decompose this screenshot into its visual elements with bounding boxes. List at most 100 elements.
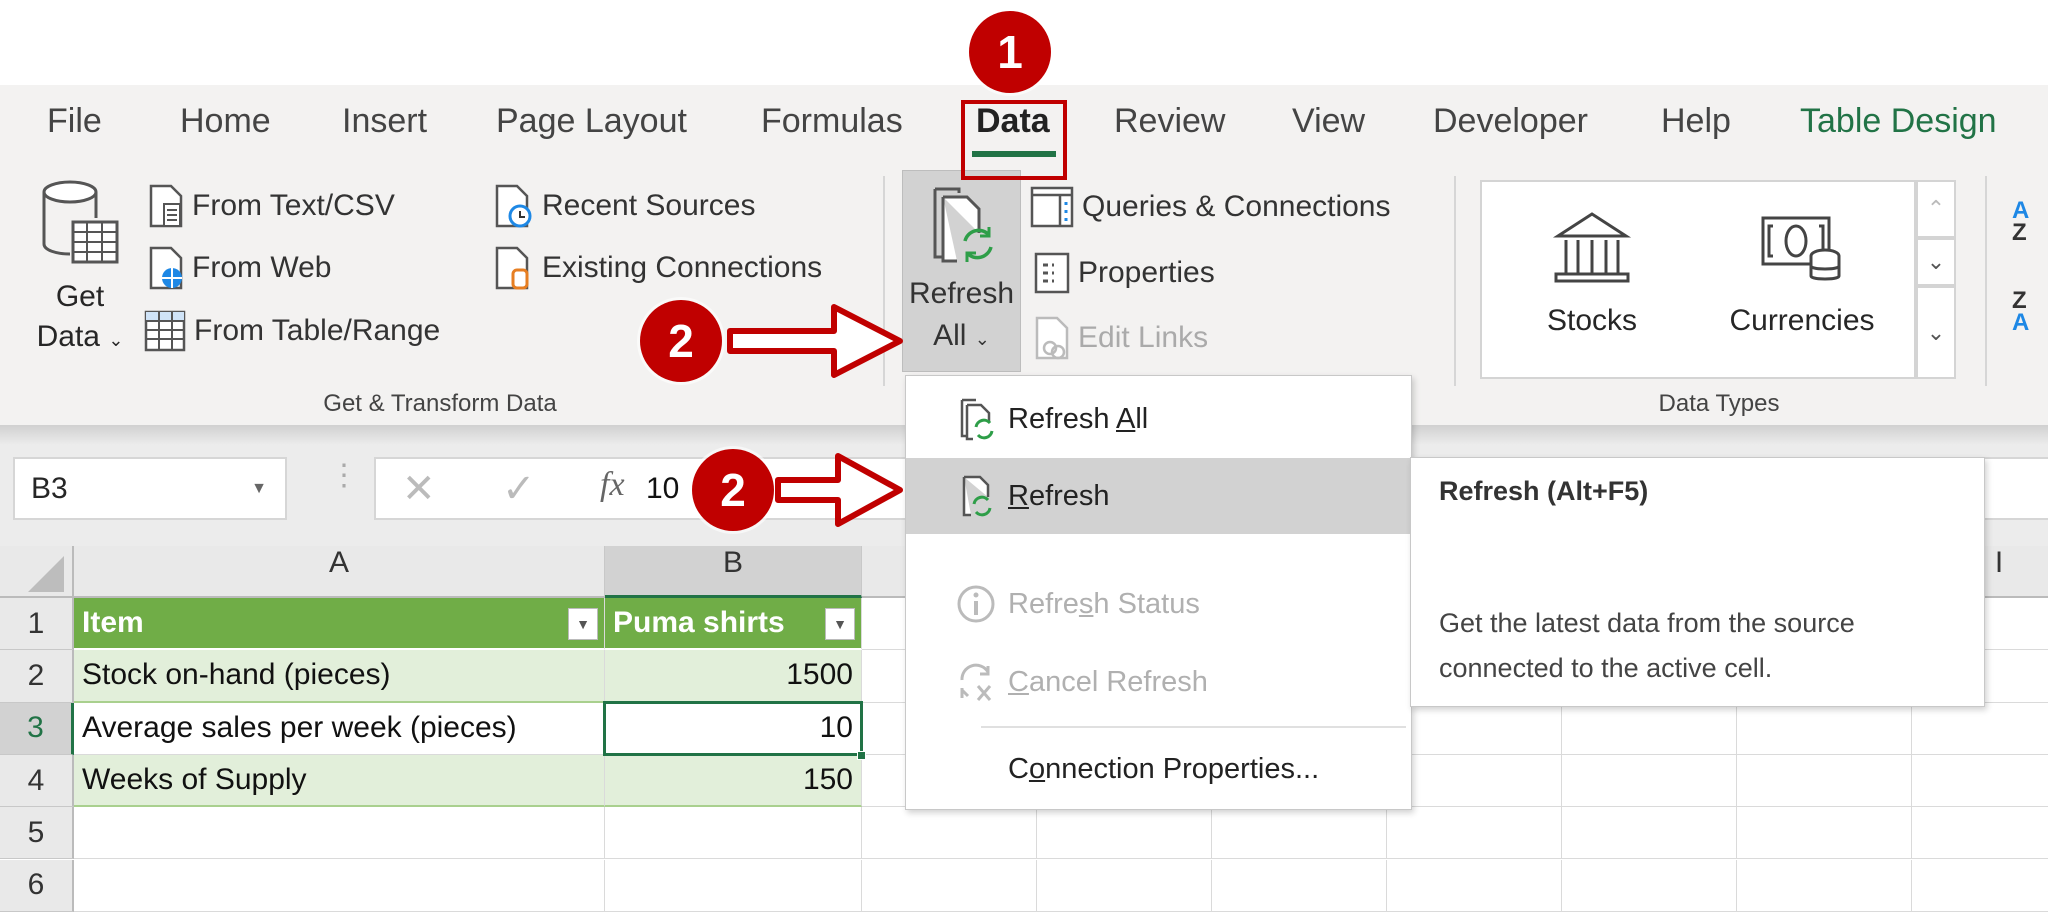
cell-D5[interactable] xyxy=(1037,807,1212,860)
table-header-cell[interactable]: Item ▼ xyxy=(74,598,605,651)
queries-connections-label: Queries & Connections xyxy=(1082,190,1391,223)
from-web-button[interactable]: From Web xyxy=(148,246,331,290)
cell-B2[interactable]: 1500 xyxy=(605,650,862,703)
cell-H6[interactable] xyxy=(1737,859,1912,912)
menu-item-refresh[interactable]: Refresh xyxy=(906,458,1411,534)
tab-data[interactable]: Data xyxy=(976,102,1050,140)
cell-H5[interactable] xyxy=(1737,807,1912,860)
sort-za-top: Z xyxy=(2012,287,2027,314)
tab-review[interactable]: Review xyxy=(1114,102,1226,140)
cell-E6[interactable] xyxy=(1212,859,1387,912)
cell-G3[interactable] xyxy=(1562,702,1737,755)
row-header-2[interactable]: 2 xyxy=(0,650,74,703)
sort-az-top: A xyxy=(2012,197,2030,224)
table-header-cell[interactable]: Puma shirts ▼ xyxy=(605,598,862,651)
filter-dropdown-icon[interactable]: ▼ xyxy=(568,608,598,640)
cell-I4[interactable] xyxy=(1912,755,2048,808)
cell-B4[interactable]: 150 xyxy=(605,754,862,808)
refresh-all-icon xyxy=(960,398,994,441)
cell-C6[interactable] xyxy=(862,859,1037,912)
cell-I5[interactable] xyxy=(1912,807,2048,860)
menu-separator xyxy=(981,726,1406,728)
refresh-all-button[interactable]: Refresh All ⌄ xyxy=(902,170,1021,372)
sort-za-bottom: A xyxy=(2012,309,2030,336)
sort-a-z-button[interactable]: A Z xyxy=(2012,197,2030,245)
cell-H3[interactable] xyxy=(1737,702,1912,755)
fill-handle[interactable] xyxy=(857,750,866,760)
cell-D6[interactable] xyxy=(1037,859,1212,912)
cell-F4[interactable] xyxy=(1387,754,1562,808)
from-table-range-label: From Table/Range xyxy=(194,314,441,347)
cell-C5[interactable] xyxy=(862,807,1037,860)
gallery-expand[interactable]: ⌄ xyxy=(1916,286,1956,379)
cell-I3[interactable] xyxy=(1912,703,2048,755)
cell-B5[interactable] xyxy=(605,807,862,860)
stocks-label: Stocks xyxy=(1546,304,1638,337)
existing-connections-button[interactable]: Existing Connections xyxy=(494,246,822,290)
tab-formulas[interactable]: Formulas xyxy=(761,102,903,140)
cell-F5[interactable] xyxy=(1387,807,1562,860)
sort-z-a-button[interactable]: Z A xyxy=(2012,287,2030,336)
cell-F6[interactable] xyxy=(1387,859,1562,912)
edit-links-button[interactable]: Edit Links xyxy=(1034,316,1208,360)
menu-item-refresh-all[interactable]: Refresh All xyxy=(906,381,1411,457)
from-text-csv-button[interactable]: From Text/CSV xyxy=(148,184,395,228)
cancel-icon[interactable]: ✕ xyxy=(402,467,436,511)
tab-page-layout[interactable]: Page Layout xyxy=(496,102,687,140)
cell-F3[interactable] xyxy=(1387,702,1562,755)
row-header-1[interactable]: 1 xyxy=(0,598,74,651)
cell-H4[interactable] xyxy=(1737,754,1912,808)
column-header-a[interactable]: A xyxy=(74,546,605,598)
column-header-b[interactable]: B xyxy=(605,546,862,598)
stocks-button[interactable]: Stocks xyxy=(1522,202,1662,338)
insert-function-icon[interactable]: fx xyxy=(600,466,625,503)
existing-connections-icon xyxy=(495,246,529,290)
tab-home[interactable]: Home xyxy=(180,102,271,140)
gallery-scroll-up[interactable]: ⌃ xyxy=(1916,180,1956,238)
enter-check-icon[interactable]: ✓ xyxy=(502,467,536,511)
row-header-4[interactable]: 4 xyxy=(0,754,74,808)
row-header-6[interactable]: 6 xyxy=(0,859,74,912)
cell-A6[interactable] xyxy=(74,859,605,912)
recent-sources-button[interactable]: Recent Sources xyxy=(494,184,755,228)
row-header-5[interactable]: 5 xyxy=(0,807,74,860)
queries-connections-button[interactable]: Queries & Connections xyxy=(1030,186,1391,228)
menu-item-refresh-status[interactable]: Refresh Status xyxy=(906,566,1411,642)
formula-bar-resize-handle[interactable]: ⋮ xyxy=(329,459,359,492)
tab-developer[interactable]: Developer xyxy=(1433,102,1588,140)
row-header-3[interactable]: 3 xyxy=(0,702,74,755)
table-icon xyxy=(144,310,186,352)
cell-E5[interactable] xyxy=(1212,807,1387,860)
gallery-scroll-down[interactable]: ⌄ xyxy=(1916,238,1956,286)
cell-G4[interactable] xyxy=(1562,754,1737,808)
filter-dropdown-icon[interactable]: ▼ xyxy=(825,608,855,640)
cell-A4[interactable]: Weeks of Supply xyxy=(74,754,605,808)
cell-B6[interactable] xyxy=(605,859,862,912)
tab-table-design[interactable]: Table Design xyxy=(1800,102,1997,140)
get-data-button[interactable]: Get Data ⌄ xyxy=(30,178,130,388)
cell-G5[interactable] xyxy=(1562,807,1737,860)
cell-A2[interactable]: Stock on-hand (pieces) xyxy=(74,650,605,703)
refresh-all-label-2: All ⌄ xyxy=(933,319,990,352)
tooltip-title: Refresh (Alt+F5) xyxy=(1439,476,1649,506)
name-box[interactable]: B3 ▼ xyxy=(13,457,287,520)
from-table-range-button[interactable]: From Table/Range xyxy=(144,310,440,352)
queries-connections-icon xyxy=(1030,186,1074,228)
cell-I6[interactable] xyxy=(1912,860,2048,912)
cell-A5[interactable] xyxy=(74,807,605,860)
menu-item-label: Connection Properties... xyxy=(1008,752,1320,785)
tab-help[interactable]: Help xyxy=(1661,102,1731,140)
menu-item-cancel-refresh[interactable]: Cancel Refresh xyxy=(906,644,1411,720)
menu-item-connection-properties[interactable]: Connection Properties... xyxy=(906,731,1411,807)
cell-A3[interactable]: Average sales per week (pieces) xyxy=(74,702,605,755)
menu-item-label: Refresh Status xyxy=(1008,587,1200,620)
get-data-label-2: Data ⌄ xyxy=(36,320,124,353)
tab-insert[interactable]: Insert xyxy=(342,102,428,140)
properties-button[interactable]: Properties xyxy=(1034,252,1215,294)
select-all-corner[interactable] xyxy=(0,546,74,598)
cell-G6[interactable] xyxy=(1562,859,1737,912)
tab-view[interactable]: View xyxy=(1292,102,1366,140)
currencies-button[interactable]: Currencies xyxy=(1712,202,1892,338)
web-file-icon xyxy=(149,246,183,290)
tab-file[interactable]: File xyxy=(47,102,102,140)
